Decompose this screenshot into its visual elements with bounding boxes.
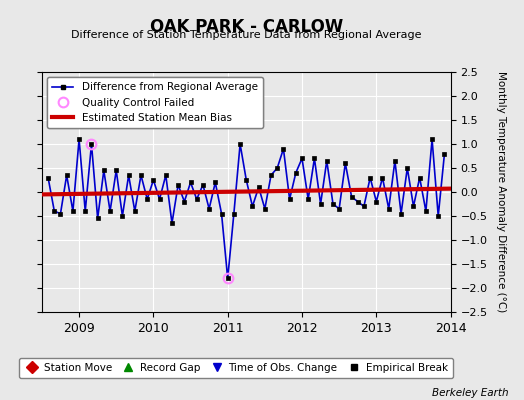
Text: Berkeley Earth: Berkeley Earth — [432, 388, 508, 398]
Text: Difference of Station Temperature Data from Regional Average: Difference of Station Temperature Data f… — [71, 30, 421, 40]
Y-axis label: Monthly Temperature Anomaly Difference (°C): Monthly Temperature Anomaly Difference (… — [496, 71, 506, 313]
Legend: Difference from Regional Average, Quality Control Failed, Estimated Station Mean: Difference from Regional Average, Qualit… — [47, 77, 263, 128]
Text: OAK PARK - CARLOW: OAK PARK - CARLOW — [150, 18, 343, 36]
Legend: Station Move, Record Gap, Time of Obs. Change, Empirical Break: Station Move, Record Gap, Time of Obs. C… — [19, 358, 453, 378]
